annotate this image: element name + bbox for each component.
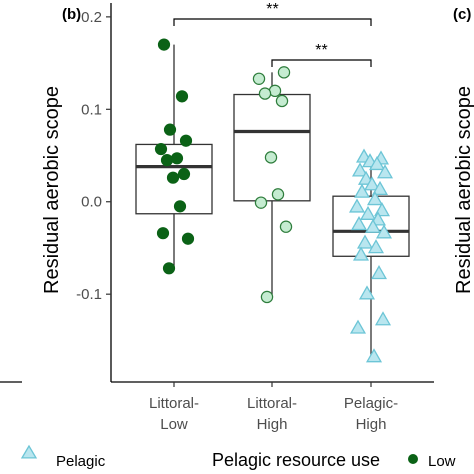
y-tick-label: 0.1 [81,101,102,118]
pelagic-point-triangle [370,265,388,280]
low-point-circle [166,171,180,184]
low-point-circle [173,200,187,213]
x-ticks: Littoral- Low Littoral- High Pelagic- High [149,382,398,433]
pelagic-point-triangle [371,180,389,196]
low-point-circle [156,227,170,240]
y-tick-label: 0.0 [81,194,102,211]
legend: Pelagic Low [20,444,456,470]
y-ticks: -0.1 0.0 0.1 0.2 [76,9,111,303]
pelagic-point-triangle [348,198,366,213]
low-point-circle [177,167,191,181]
pelagic-point-triangle [375,224,393,239]
y-tick-label: -0.1 [76,286,102,303]
box-iqr [233,93,311,202]
neighbor-y-axis-title: Residual aerobic scope [453,86,474,294]
low-point-circle [154,142,168,156]
x-tick-label: Pelagic- [344,395,398,412]
pelagic-point-triangle [359,205,377,220]
significance-label: ** [266,1,278,18]
low-point-circle [264,151,278,164]
pelagic-point-triangle [374,311,392,326]
pelagic-point-triangle [351,162,369,177]
low-point-circle [170,152,184,165]
pelagic-point-triangle [350,216,368,231]
low-point-circle [179,134,193,147]
low-point-circle [271,188,285,201]
low-point-circle [275,94,289,108]
significance-brackets: ** ** [173,1,372,67]
legend-triangle-icon [20,444,38,459]
low-point-circle [277,66,291,79]
pelagic-point-triangle [349,319,367,334]
low-point-circle [260,290,274,304]
pelagic-point-triangle [363,176,381,191]
x-tick-label: Littoral- [247,395,297,412]
pelagic-point-triangle [367,239,385,254]
legend-label-pelagic: Pelagic [56,453,106,470]
x-tick-label: High [257,416,288,433]
low-point-circle [252,72,266,86]
y-tick-label: 0.2 [81,9,102,26]
x-tick-label: Littoral- [149,395,199,412]
pelagic-point-triangle [353,183,371,198]
y-axis-title: Residual aerobic scope [41,86,63,294]
low-point-circle [254,196,268,209]
pelagic-point-triangle [356,234,374,249]
low-point-circle [279,220,293,233]
x-tick-label: Low [160,416,188,433]
panel-label-c: (c) [453,6,471,23]
legend-circle-icon [408,454,418,464]
low-point-circle [160,154,174,167]
low-point-circle [162,262,176,275]
low-point-circle [175,90,189,103]
low-point-circle [157,38,171,51]
pelagic-point-triangle [365,348,383,363]
low-point-circle [181,232,195,245]
pelagic-point-triangle [376,164,394,179]
significance-label: ** [315,42,327,59]
data-points [154,38,394,363]
significance-bracket [271,59,372,67]
low-point-circle [258,87,272,100]
panel-label-b: (b) [62,6,81,23]
pelagic-point-triangle [366,191,384,206]
pelagic-point-triangle [352,246,370,261]
pelagic-point-triangle [364,218,382,233]
x-tick-label: High [356,416,387,433]
significance-bracket [173,18,372,26]
low-point-circle [163,123,177,136]
pelagic-point-triangle [368,155,386,171]
legend-label-low: Low [428,453,456,470]
x-axis-title: Pelagic resource use [212,450,380,470]
pelagic-point-triangle [358,285,376,300]
